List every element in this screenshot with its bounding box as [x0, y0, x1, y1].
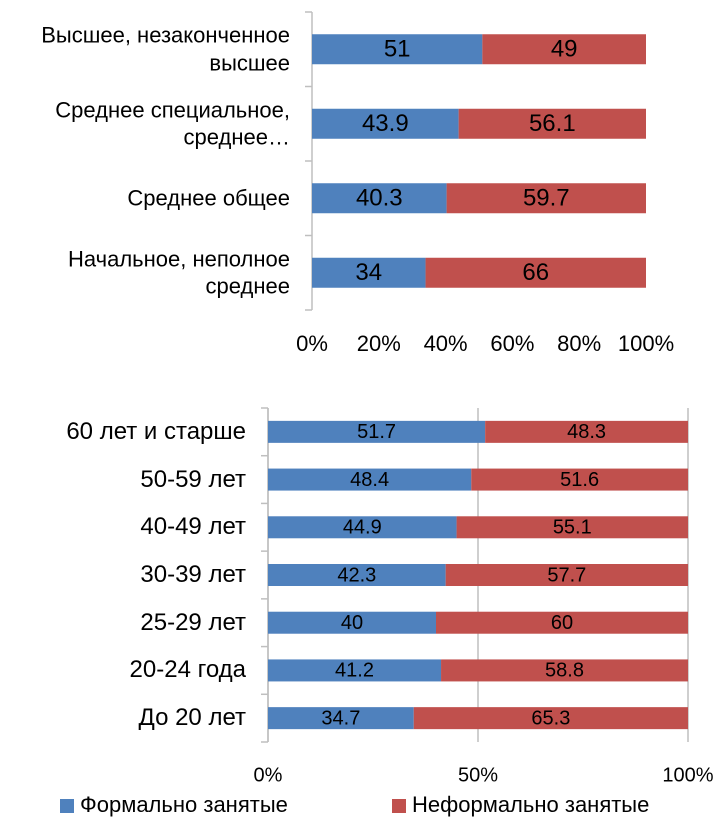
bar-segment [312, 257, 426, 288]
bar-segment [485, 420, 688, 443]
data-label: 51.7 [357, 421, 396, 443]
bar-segment [446, 183, 646, 214]
y-tick-label: 20-24 года [129, 656, 246, 684]
legend-swatch [60, 799, 74, 813]
data-label: 60 [551, 612, 573, 634]
bar-segment [413, 707, 688, 730]
y-tick-label: Начальное, неполное среднее [68, 246, 290, 299]
data-label: 41.2 [335, 660, 374, 682]
y-tick-label: 40-49 лет [140, 513, 246, 541]
bar-segment [441, 659, 688, 682]
y-tick-label: До 20 лет [138, 704, 246, 732]
data-label: 51.6 [560, 469, 599, 491]
data-label: 55.1 [553, 517, 592, 539]
bar-segment [458, 108, 646, 139]
bar-segment [268, 707, 414, 730]
legend-swatch [392, 799, 406, 813]
data-label: 34 [355, 259, 382, 286]
y-tick-label: Среднее специальное, среднее… [55, 97, 290, 150]
bar-segment [312, 183, 447, 214]
bar-segment [445, 564, 688, 586]
x-tick-label: 20% [357, 331, 401, 356]
bar-segment [482, 34, 646, 65]
data-label: 42.3 [337, 564, 376, 586]
bar-segment [471, 468, 688, 491]
x-tick-label: 60% [490, 331, 534, 356]
data-label: 40.3 [356, 185, 403, 212]
data-label: 49 [551, 36, 578, 63]
bar-segment [312, 108, 459, 139]
legend-label: Формально занятые [80, 792, 288, 817]
bar-segment [268, 659, 442, 682]
data-label: 56.1 [529, 110, 576, 137]
x-tick-label: 100% [618, 331, 674, 356]
y-tick-label: 30-39 лет [140, 561, 246, 588]
data-label: 65.3 [531, 707, 570, 729]
bar-segment [268, 564, 446, 586]
y-tick-label: 25-29 лет [140, 608, 246, 636]
data-label: 44.9 [343, 517, 382, 539]
x-tick-label: 80% [557, 331, 601, 356]
y-tick-label: 60 лет и старше [66, 417, 246, 445]
data-label: 51 [384, 36, 411, 63]
data-label: 66 [522, 259, 549, 286]
bar-segment [312, 34, 483, 65]
bar-segment [268, 420, 486, 443]
y-tick-label: Высшее, незаконченное высшее [41, 22, 290, 76]
y-tick-label: 50-59 лет [140, 465, 246, 493]
bar-segment [268, 611, 436, 634]
bar-segment [456, 516, 688, 539]
data-label: 48.3 [567, 421, 606, 443]
data-label: 40 [341, 612, 363, 634]
legend-label: Неформально занятые [412, 792, 649, 817]
x-tick-label: 40% [424, 331, 468, 356]
bar-segment [268, 468, 472, 491]
x-tick-label: 0% [254, 764, 283, 786]
bar-segment [436, 611, 688, 634]
data-label: 57.7 [547, 564, 586, 586]
bar-segment [425, 257, 646, 288]
data-label: 58.8 [545, 660, 584, 682]
x-tick-label: 0% [296, 331, 328, 356]
data-label: 43.9 [362, 110, 409, 137]
data-label: 34.7 [321, 707, 360, 729]
data-label: 48.4 [350, 469, 389, 491]
y-tick-label: Среднее общее [127, 185, 290, 211]
x-tick-label: 50% [458, 764, 498, 786]
bar-segment [268, 516, 457, 539]
data-label: 59.7 [523, 185, 570, 212]
x-tick-label: 100% [662, 764, 713, 786]
